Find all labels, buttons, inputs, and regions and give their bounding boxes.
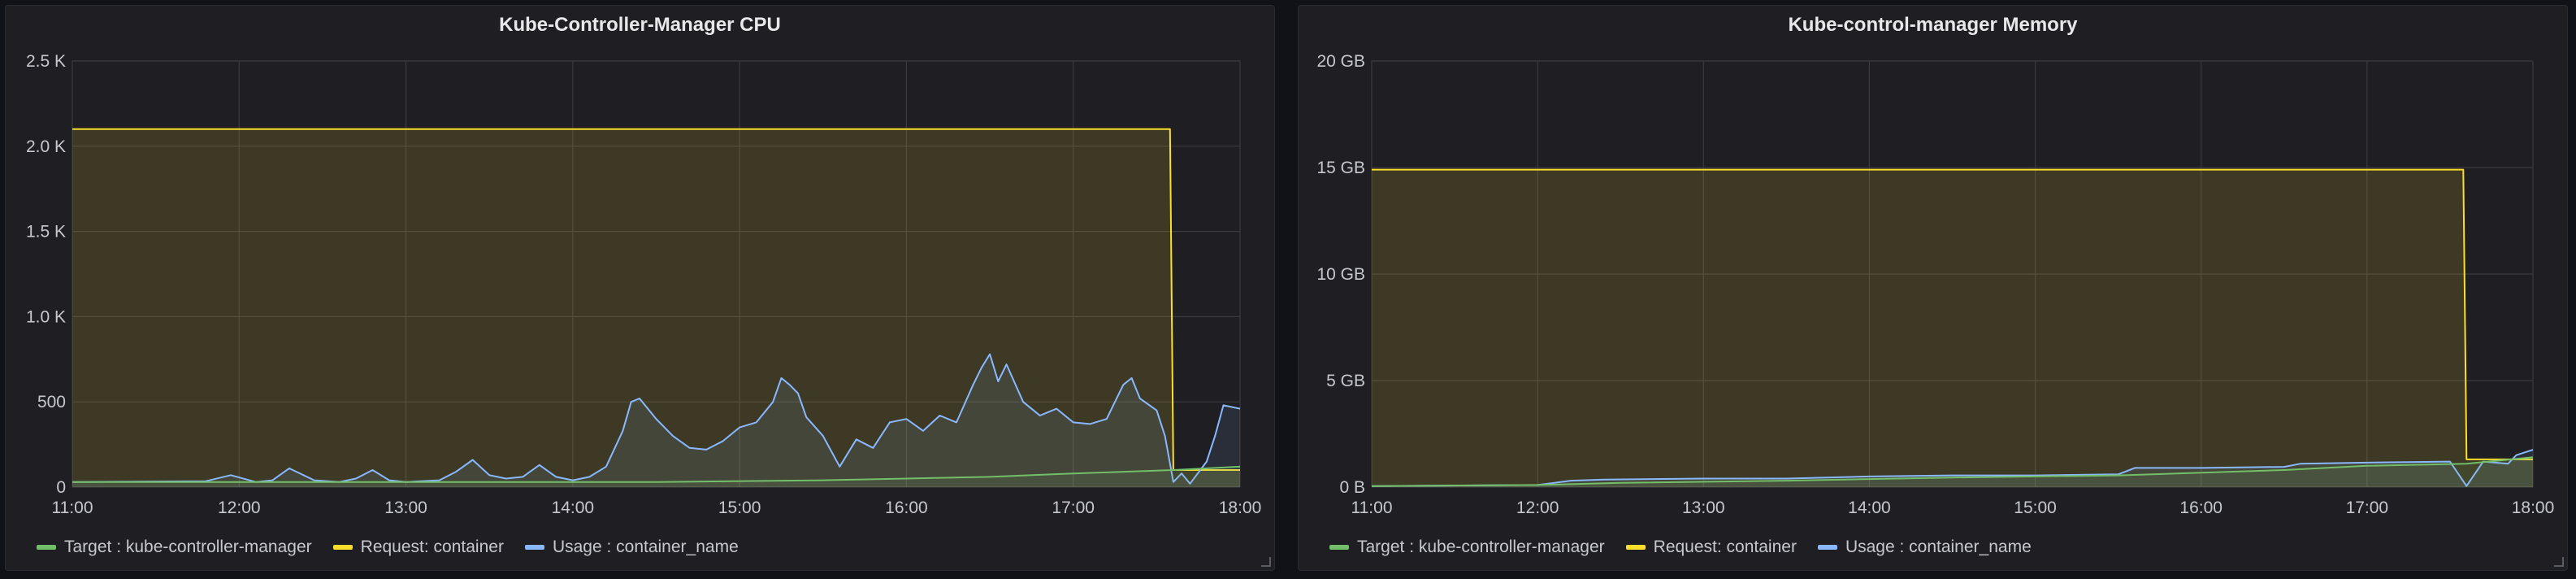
x-tick-label: 16:00 [885, 498, 928, 517]
cpu-chart[interactable]: 0 500 1.0 K 1.5 K 2.0 K 2.5 K 11:00 12:00 13:00 1… [6, 6, 1276, 572]
y-tick-label: 0 B [1339, 478, 1365, 497]
legend-label-target: Target : kube-controller-manager [64, 538, 312, 556]
x-tick-label: 11:00 [1351, 498, 1393, 517]
legend-item-target[interactable]: Target : kube-controller-manager [37, 538, 312, 557]
legend-swatch-usage [1817, 545, 1837, 550]
series-line-1 [1372, 168, 2533, 460]
x-tick-label: 12:00 [218, 498, 261, 517]
x-tick-label: 14:00 [1848, 498, 1891, 517]
legend-swatch-request [332, 545, 353, 550]
x-tick-label: 14:00 [552, 498, 595, 517]
legend-label-request: Request: container [360, 538, 504, 556]
y-tick-label: 2.5 K [26, 52, 66, 71]
y-tick-label: 10 GB [1316, 265, 1365, 284]
series-area-2 [72, 354, 1240, 487]
y-tick-label: 0 [56, 478, 66, 497]
x-tick-label: 18:00 [2512, 498, 2555, 517]
resize-handle[interactable] [2554, 557, 2564, 567]
memory-chart[interactable]: 0 B 5 GB 10 GB 15 GB 20 GB 11:00 12:00 13:00 14:… [1299, 6, 2569, 572]
legend-item-usage[interactable]: Usage : container_name [524, 538, 739, 557]
x-tick-label: 11:00 [52, 498, 93, 517]
legend-item-request[interactable]: Request: container [1625, 538, 1797, 557]
legend-item-request[interactable]: Request: container [332, 538, 504, 557]
x-tick-label: 13:00 [384, 498, 427, 517]
series-line-0 [72, 465, 1241, 483]
x-tick-label: 16:00 [2179, 498, 2223, 517]
grid [72, 60, 1241, 488]
legend-label-usage: Usage : container_name [552, 538, 739, 556]
legend-swatch-target [37, 545, 56, 550]
y-tick-label: 15 GB [1316, 159, 1365, 177]
y-tick-label: 500 [37, 393, 66, 411]
x-tick-label: 17:00 [2346, 498, 2389, 517]
x-tick-label: 12:00 [1516, 498, 1559, 517]
x-tick-label: 17:00 [1052, 498, 1095, 517]
y-tick-label: 1.0 K [26, 307, 66, 326]
y-tick-label: 5 GB [1326, 372, 1365, 390]
legend-label-request: Request: container [1653, 538, 1797, 556]
series-line-0 [1371, 456, 2534, 487]
legend-swatch-request [1625, 545, 1646, 550]
series-line-2 [72, 353, 1241, 485]
legend-item-usage[interactable]: Usage : container_name [1817, 538, 2032, 557]
x-tick-label: 13:00 [1682, 498, 1725, 517]
y-tick-label: 20 GB [1316, 52, 1365, 71]
panel-title: Kube-control-manager Memory [1788, 14, 2078, 36]
series-area-2 [1372, 450, 2533, 487]
y-tick-label: 1.5 K [26, 223, 66, 242]
legend-swatch-target [1329, 545, 1349, 550]
x-tick-label: 15:00 [718, 498, 761, 517]
legend-swatch-usage [524, 545, 544, 550]
cpu-panel: Kube-Controller-Manager CPU 0 500 1.0 K 1.5… [5, 5, 1275, 571]
resize-handle[interactable] [1261, 557, 1271, 567]
series-line-1 [72, 128, 1240, 471]
legend: Target : kube-controller-manager Request… [1329, 538, 2032, 557]
series-area-1 [1372, 169, 2533, 487]
series-line-2 [1371, 449, 2534, 487]
legend: Target : kube-controller-manager Request… [37, 538, 739, 557]
y-tick-label: 2.0 K [26, 137, 66, 156]
legend-item-target[interactable]: Target : kube-controller-manager [1329, 538, 1605, 557]
series-area-1 [72, 128, 1240, 488]
legend-label-target: Target : kube-controller-manager [1357, 538, 1605, 556]
legend-label-usage: Usage : container_name [1845, 538, 2032, 556]
grid [1371, 60, 2534, 488]
panel-title: Kube-Controller-Manager CPU [499, 14, 781, 36]
x-tick-label: 18:00 [1219, 498, 1262, 517]
x-tick-label: 15:00 [2014, 498, 2057, 517]
series-area-0 [1372, 457, 2533, 487]
memory-panel: Kube-control-manager Memory 0 B 5 GB 10 GB… [1298, 5, 2568, 571]
